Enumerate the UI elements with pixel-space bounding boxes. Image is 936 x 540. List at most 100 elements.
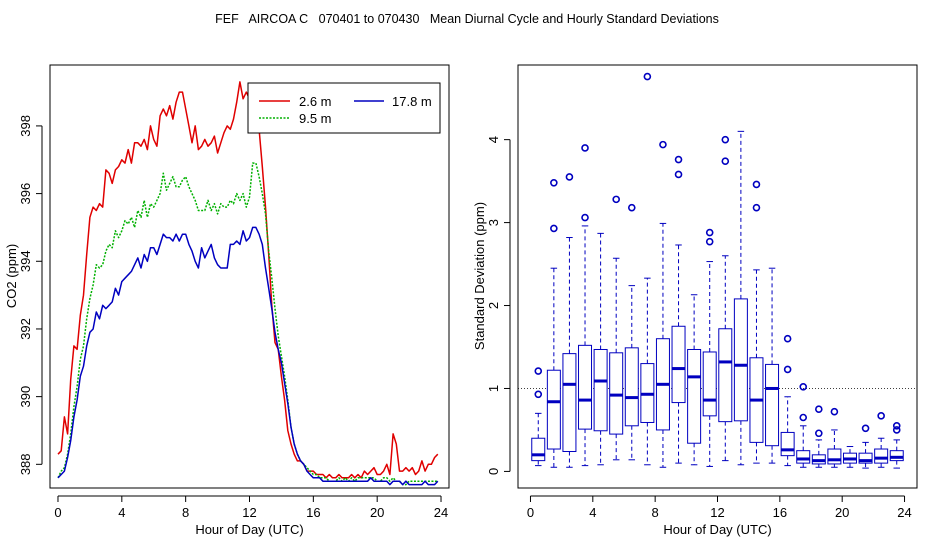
legend: 2.6 m 9.5 m 17.8 m <box>247 82 441 134</box>
outlier-point <box>752 203 761 212</box>
right-x-tick-label: 8 <box>652 505 659 520</box>
outlier-point <box>565 173 574 181</box>
outlier-point <box>643 72 652 81</box>
left-y-tick-label: 396 <box>18 183 33 205</box>
box-hour-7.5 <box>640 72 655 466</box>
left-y-tick-label: 390 <box>18 386 33 408</box>
box-iqr <box>593 348 608 432</box>
right-plot-frame <box>517 64 918 489</box>
outlier-point <box>815 405 823 414</box>
outlier-point <box>674 170 683 179</box>
box-iqr <box>889 450 904 462</box>
outlier-point <box>861 424 870 433</box>
outlier-point <box>783 365 792 374</box>
box-hour-18.5 <box>811 405 826 468</box>
outlier-point <box>705 237 714 246</box>
boxplots <box>531 72 904 469</box>
outlier-point <box>534 390 543 399</box>
box-iqr <box>531 437 546 462</box>
right-x-tick-label: 4 <box>589 505 596 520</box>
right-x-tick-label: 20 <box>835 505 849 520</box>
box-hour-16.5 <box>780 334 795 467</box>
box-iqr <box>718 328 733 423</box>
outlier-point <box>752 180 761 189</box>
outlier-point <box>612 195 620 204</box>
right-y-tick-label: 1 <box>486 385 501 392</box>
box-iqr <box>687 348 702 444</box>
box-hour-4.5 <box>593 232 608 466</box>
box-hour-19.5 <box>827 407 842 468</box>
box-iqr <box>609 352 624 435</box>
right-x-tick-label: 16 <box>773 505 787 520</box>
box-hour-10.5 <box>687 294 702 466</box>
left-y-axis: 388 390 392 394 396 398 <box>18 115 43 475</box>
left-x-axis-label: Hour of Day (UTC) <box>195 522 303 537</box>
left-x-tick-label: 0 <box>54 505 61 520</box>
legend-box <box>247 82 441 134</box>
outlier-point <box>581 144 589 152</box>
box-hour-22.5 <box>874 412 889 468</box>
left-x-tick-label: 20 <box>370 505 384 520</box>
right-x-axis: 0 4 8 12 16 20 24 <box>527 495 912 520</box>
box-hour-8.5 <box>655 140 670 468</box>
box-hour-23.5 <box>889 421 904 469</box>
box-iqr <box>858 452 873 464</box>
left-panel: 0 4 8 12 16 20 24 388 390 392 394 396 398 Hour of D… <box>4 64 450 537</box>
box-hour-13.5 <box>733 130 748 466</box>
box-iqr <box>827 448 842 465</box>
right-y-tick-label: 0 <box>486 468 501 475</box>
outlier-point <box>550 224 558 233</box>
left-y-axis-label: CO2 (ppm) <box>4 244 19 308</box>
left-x-tick-label: 16 <box>306 505 320 520</box>
box-iqr <box>733 298 748 422</box>
outlier-point <box>659 140 667 149</box>
right-x-tick-label: 0 <box>527 505 534 520</box>
outlier-point <box>581 213 589 222</box>
box-hour-9.5 <box>671 155 686 464</box>
box-hour-1.5 <box>546 178 561 468</box>
box-iqr <box>874 448 889 464</box>
outlier-point <box>534 367 543 375</box>
box-hour-20.5 <box>842 446 857 468</box>
left-x-tick-label: 8 <box>182 505 189 520</box>
box-iqr <box>624 347 639 427</box>
outlier-point <box>674 155 683 164</box>
series-line-9-5-m <box>57 162 438 486</box>
box-iqr <box>765 363 780 447</box>
legend-label-17-8m: 17.8 m <box>392 94 432 109</box>
series-line-17-8-m <box>57 226 439 486</box>
outlier-point <box>721 157 730 166</box>
box-hour-2.5 <box>562 173 577 468</box>
right-y-tick-label: 3 <box>486 219 501 226</box>
right-y-axis-label: Standard Deviation (ppm) <box>472 202 487 350</box>
outlier-point <box>627 203 636 212</box>
left-x-tick-label: 4 <box>118 505 125 520</box>
left-y-tick-label: 388 <box>18 453 33 475</box>
box-iqr <box>562 353 577 453</box>
series-line-2-6-m <box>57 81 439 479</box>
outlier-point <box>892 426 901 434</box>
left-x-tick-label: 12 <box>242 505 256 520</box>
outlier-point <box>799 413 808 422</box>
left-y-tick-label: 394 <box>18 250 33 272</box>
outlier-point <box>830 407 839 416</box>
box-hour-5.5 <box>609 195 624 461</box>
right-x-tick-label: 12 <box>710 505 724 520</box>
box-iqr <box>578 344 593 430</box>
box-iqr <box>796 450 811 464</box>
box-iqr <box>780 431 795 457</box>
outlier-point <box>721 135 730 144</box>
right-x-tick-label: 24 <box>897 505 911 520</box>
left-plot-frame <box>49 64 450 489</box>
outlier-point <box>799 383 808 391</box>
box-hour-6.5 <box>624 203 639 461</box>
legend-label-2-6m: 2.6 m <box>299 94 332 109</box>
left-y-tick-label: 398 <box>18 115 33 137</box>
right-y-axis: 0 1 2 3 4 <box>486 136 511 475</box>
left-x-axis: 0 4 8 12 16 20 24 <box>54 495 448 520</box>
box-hour-21.5 <box>858 424 873 469</box>
left-x-tick-label: 24 <box>434 505 448 520</box>
outlier-point <box>705 228 714 237</box>
